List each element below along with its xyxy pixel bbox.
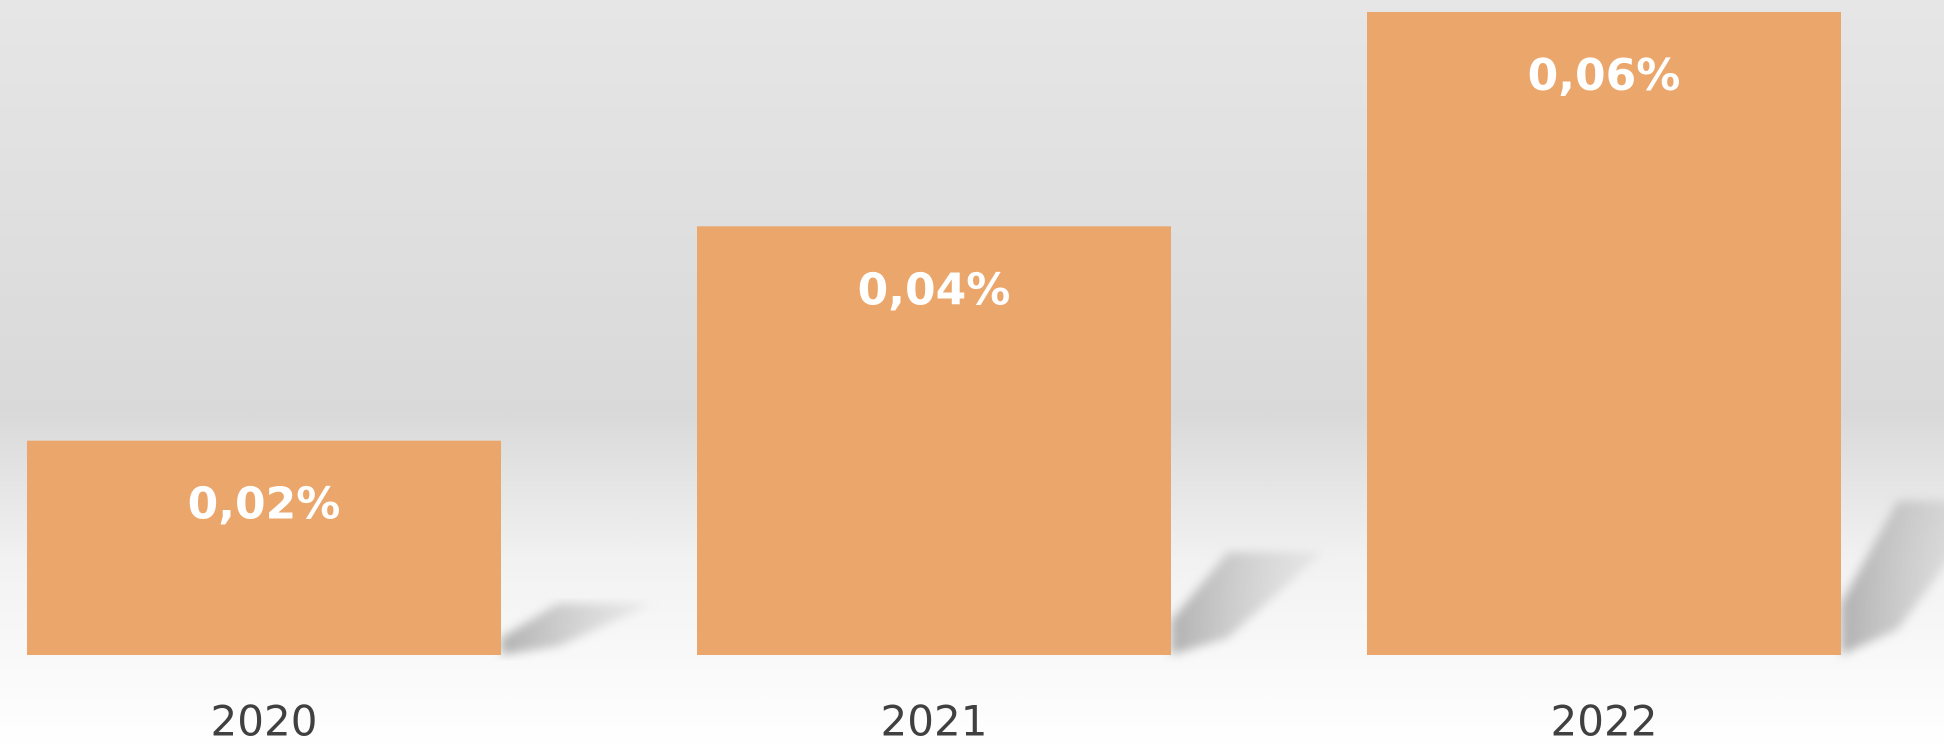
x-tick-label: 2020 [211,697,318,746]
bar-shadow [1171,552,1323,655]
bar [1367,12,1841,655]
x-tick-label: 2022 [1551,697,1658,746]
data-label: 0,06% [1528,50,1681,101]
bar-shadow [501,603,653,655]
bar [697,226,1171,656]
data-label: 0,02% [188,479,341,530]
data-label: 0,04% [858,264,1011,315]
bar [27,440,501,655]
x-tick-label: 2021 [881,697,988,746]
bar-shadow [1841,500,1944,655]
